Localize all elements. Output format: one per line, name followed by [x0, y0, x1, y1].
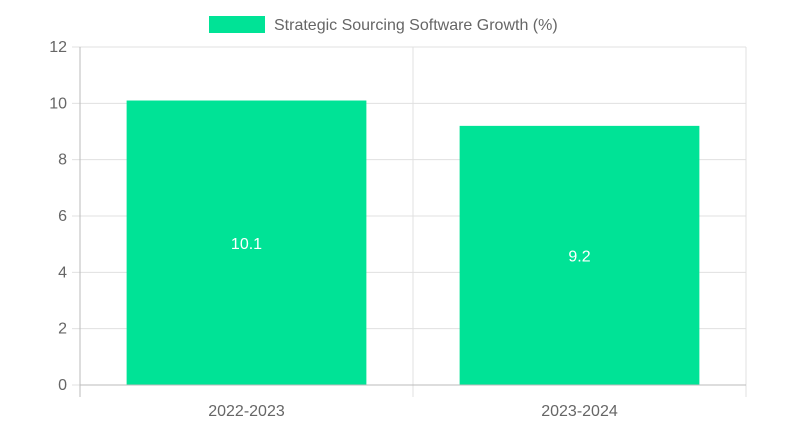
legend-swatch: [209, 16, 265, 33]
bar: [459, 125, 700, 385]
bar-data-label: 9.2: [568, 248, 590, 265]
y-tick-label: 12: [49, 39, 67, 56]
y-tick-label: 2: [58, 321, 67, 338]
bars-layer: [126, 100, 700, 386]
legend-label: Strategic Sourcing Software Growth (%): [274, 17, 558, 34]
bar: [126, 100, 367, 386]
y-tick-label: 10: [49, 95, 67, 112]
legend[interactable]: Strategic Sourcing Software Growth (%): [209, 16, 558, 34]
y-tick-label: 8: [58, 152, 67, 169]
labels-layer: 0 2 4 6 8 10 12 10.1 2022-2023 9.2 2023-2024: [49, 39, 618, 420]
y-tick-label: 0: [58, 377, 67, 394]
y-tick-label: 6: [58, 208, 67, 225]
x-tick-label: 2022-2023: [208, 403, 285, 420]
bar-data-label: 10.1: [231, 236, 262, 253]
y-tick-label: 4: [58, 264, 67, 281]
x-tick-label: 2023-2024: [541, 403, 618, 420]
